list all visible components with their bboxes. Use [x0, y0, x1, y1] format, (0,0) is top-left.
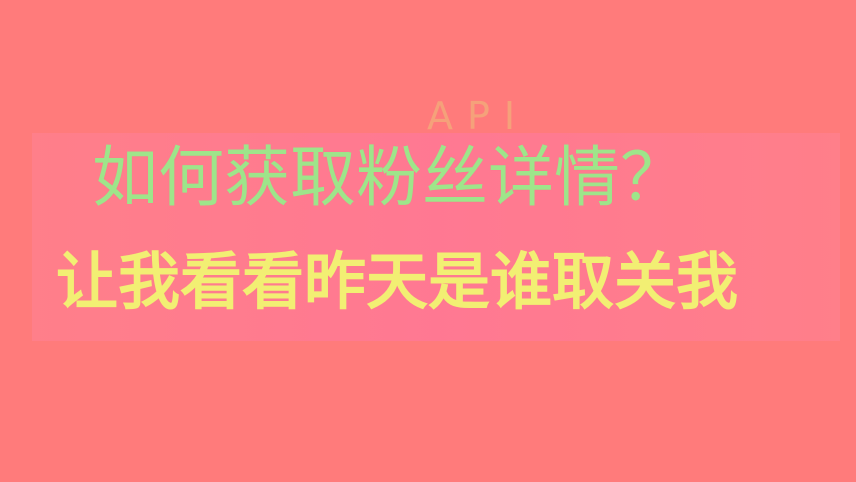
highlight-band [32, 133, 840, 341]
main-title: 如何获取粉丝详情？ [92, 139, 686, 216]
api-label: API [427, 94, 530, 138]
subtitle: 让我看看昨天是谁取关我 [56, 245, 739, 318]
